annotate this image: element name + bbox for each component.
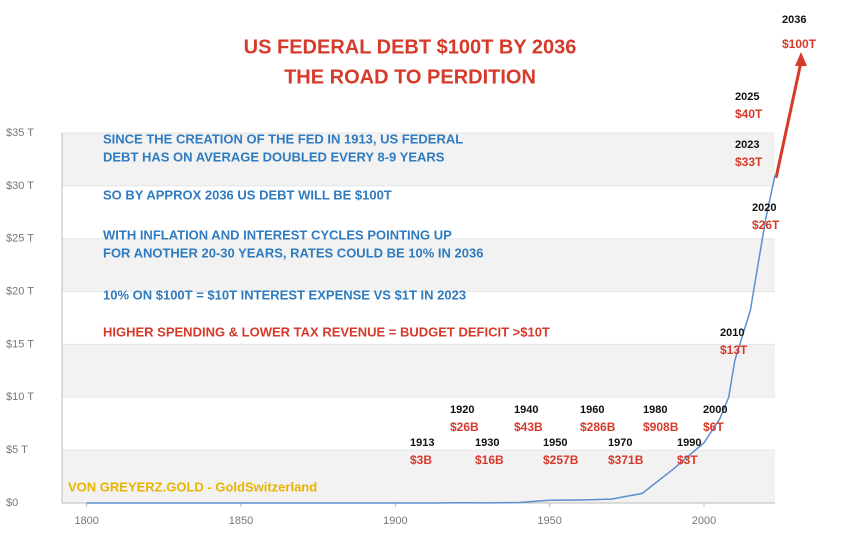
annotation-value: $26T <box>752 218 780 232</box>
annotation-value: $43B <box>514 420 543 434</box>
y-tick-label: $0 <box>6 497 18 509</box>
annotation-year: 2036 <box>782 14 806 26</box>
annotation-year: 2000 <box>703 404 727 416</box>
x-tick-label: 2000 <box>692 515 716 527</box>
annotation-value: $908B <box>643 420 679 434</box>
grid-band <box>62 344 775 398</box>
y-tick-label: $30 T <box>6 180 34 192</box>
annotation-year: 1960 <box>580 404 604 416</box>
note-text: SINCE THE CREATION OF THE FED IN 1913, U… <box>103 131 463 146</box>
grid-band <box>62 185 775 239</box>
x-tick-label: 1950 <box>537 515 561 527</box>
y-tick-label: $35 T <box>6 127 34 139</box>
grid-band <box>62 291 775 345</box>
note-text: SO BY APPROX 2036 US DEBT WILL BE $100T <box>103 187 392 202</box>
annotation-value: $286B <box>580 420 616 434</box>
note-text: HIGHER SPENDING & LOWER TAX REVENUE = BU… <box>103 324 550 339</box>
projection-arrow <box>774 61 803 179</box>
y-tick-label: $10 T <box>6 391 34 403</box>
annotation-year: 1940 <box>514 404 538 416</box>
annotation-value: $257B <box>543 453 579 467</box>
annotation-value: $371B <box>608 453 644 467</box>
y-tick-label: $5 T <box>6 444 28 456</box>
annotation-value: $16B <box>475 453 504 467</box>
annotation-year: 1920 <box>450 404 474 416</box>
annotation-year: 1970 <box>608 437 632 449</box>
annotation-year: 1990 <box>677 437 701 449</box>
note-text: FOR ANOTHER 20-30 YEARS, RATES COULD BE … <box>103 245 483 260</box>
y-tick-label: $15 T <box>6 338 34 350</box>
annotation-value: $40T <box>735 107 763 121</box>
annotation-year: 2023 <box>735 139 759 151</box>
grid-band <box>62 397 775 451</box>
annotation-year: 2020 <box>752 202 776 214</box>
annotation-year: 1930 <box>475 437 499 449</box>
x-tick-label: 1800 <box>74 515 98 527</box>
annotation-value: $13T <box>720 343 748 357</box>
x-tick-label: 1850 <box>229 515 253 527</box>
annotation-year: 1980 <box>643 404 667 416</box>
annotation-year: 2025 <box>735 91 759 103</box>
annotation-value: $3B <box>410 453 432 467</box>
arrow-head <box>795 52 807 66</box>
annotation-year: 1913 <box>410 437 434 449</box>
chart-subtitle: THE ROAD TO PERDITION <box>284 66 536 88</box>
grid-band <box>62 450 775 503</box>
annotation-value: $3T <box>677 453 698 467</box>
watermark: VON GREYERZ.GOLD - GoldSwitzerland <box>68 479 317 494</box>
annotation-value: $6T <box>703 420 724 434</box>
note-text: DEBT HAS ON AVERAGE DOUBLED EVERY 8-9 YE… <box>103 149 445 164</box>
annotation-value: $26B <box>450 420 479 434</box>
annotation-year: 2010 <box>720 327 744 339</box>
annotation-value: $100T <box>782 37 817 51</box>
grid-band <box>62 133 775 186</box>
note-text: WITH INFLATION AND INTEREST CYCLES POINT… <box>103 227 452 242</box>
y-tick-label: $20 T <box>6 285 34 297</box>
annotation-value: $33T <box>735 155 763 169</box>
note-text: 10% ON $100T = $10T INTEREST EXPENSE VS … <box>103 287 466 302</box>
debt-line <box>86 175 776 504</box>
y-tick-label: $25 T <box>6 233 34 245</box>
chart-title: US FEDERAL DEBT $100T BY 2036 <box>244 36 577 58</box>
annotation-year: 1950 <box>543 437 567 449</box>
grid-band <box>62 238 775 292</box>
x-tick-label: 1900 <box>383 515 407 527</box>
